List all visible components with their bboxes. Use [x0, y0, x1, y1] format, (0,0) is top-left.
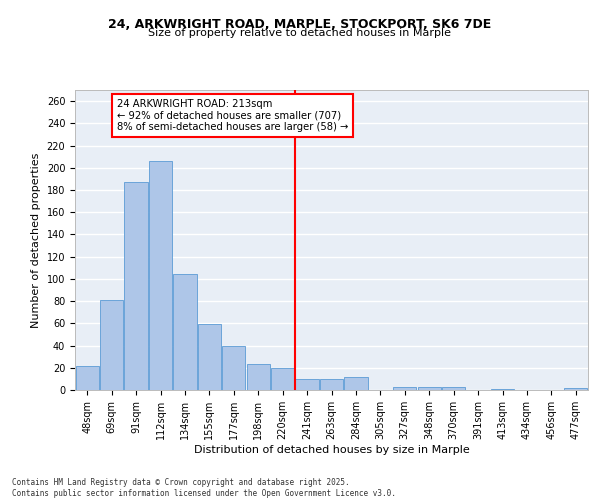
Bar	[393, 386, 416, 390]
Bar	[442, 386, 465, 390]
Bar	[247, 364, 270, 390]
Bar	[100, 300, 123, 390]
Bar	[491, 389, 514, 390]
Text: Size of property relative to detached houses in Marple: Size of property relative to detached ho…	[149, 28, 452, 38]
Bar	[418, 386, 441, 390]
Bar	[344, 376, 368, 390]
Text: 24, ARKWRIGHT ROAD, MARPLE, STOCKPORT, SK6 7DE: 24, ARKWRIGHT ROAD, MARPLE, STOCKPORT, S…	[109, 18, 491, 30]
Y-axis label: Number of detached properties: Number of detached properties	[31, 152, 41, 328]
Bar	[173, 274, 197, 390]
Bar	[295, 379, 319, 390]
X-axis label: Distribution of detached houses by size in Marple: Distribution of detached houses by size …	[194, 444, 469, 454]
Text: Contains HM Land Registry data © Crown copyright and database right 2025.
Contai: Contains HM Land Registry data © Crown c…	[12, 478, 396, 498]
Bar	[198, 324, 221, 390]
Bar	[564, 388, 587, 390]
Bar	[124, 182, 148, 390]
Bar	[222, 346, 245, 390]
Bar	[320, 379, 343, 390]
Bar	[271, 368, 294, 390]
Text: 24 ARKWRIGHT ROAD: 213sqm
← 92% of detached houses are smaller (707)
8% of semi-: 24 ARKWRIGHT ROAD: 213sqm ← 92% of detac…	[116, 99, 348, 132]
Bar	[76, 366, 99, 390]
Bar	[149, 161, 172, 390]
